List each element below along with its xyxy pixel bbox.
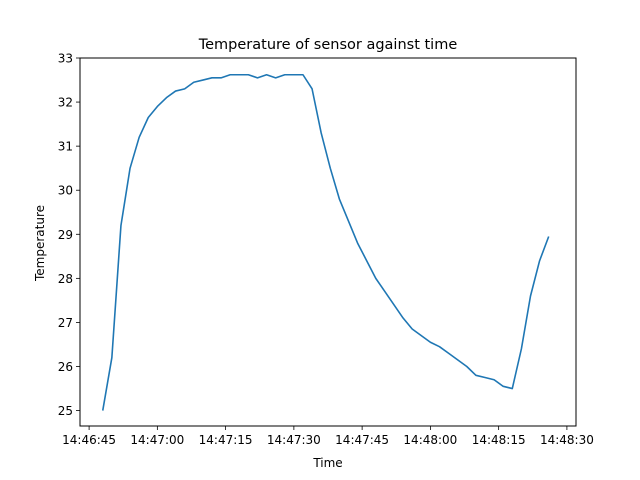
x-axis: 14:46:45 14:47:00 14:47:15 14:47:30 14:47:45… [62, 426, 594, 447]
x-tick-label: 14:47:15 [199, 433, 253, 447]
y-tick-label: 29 [58, 228, 73, 242]
x-tick-label: 14:47:30 [267, 433, 321, 447]
y-tick-label: 27 [58, 316, 73, 330]
y-axis: 25 26 27 28 29 30 31 32 33 [58, 52, 80, 418]
x-axis-label: Time [312, 456, 342, 470]
y-tick-label: 28 [58, 272, 73, 286]
plot-frame [79, 57, 577, 427]
y-tick-label: 31 [58, 140, 73, 154]
y-tick-label: 33 [58, 52, 73, 66]
x-tick-label: 14:46:45 [62, 433, 116, 447]
x-tick-label: 14:47:00 [130, 433, 184, 447]
x-tick-label: 14:48:15 [472, 433, 526, 447]
x-tick-label: 14:48:30 [540, 433, 594, 447]
y-axis-label: Temperature [33, 205, 47, 282]
x-tick-label: 14:47:45 [335, 433, 389, 447]
plot-area [101, 73, 550, 411]
x-tick-label: 14:48:00 [403, 433, 457, 447]
chart-title: Temperature of sensor against time [198, 37, 458, 53]
y-tick-label: 25 [58, 404, 73, 418]
y-tick-label: 30 [58, 184, 73, 198]
y-tick-label: 26 [58, 360, 73, 374]
y-tick-label: 32 [58, 96, 73, 110]
series-line-0 [101, 73, 550, 411]
